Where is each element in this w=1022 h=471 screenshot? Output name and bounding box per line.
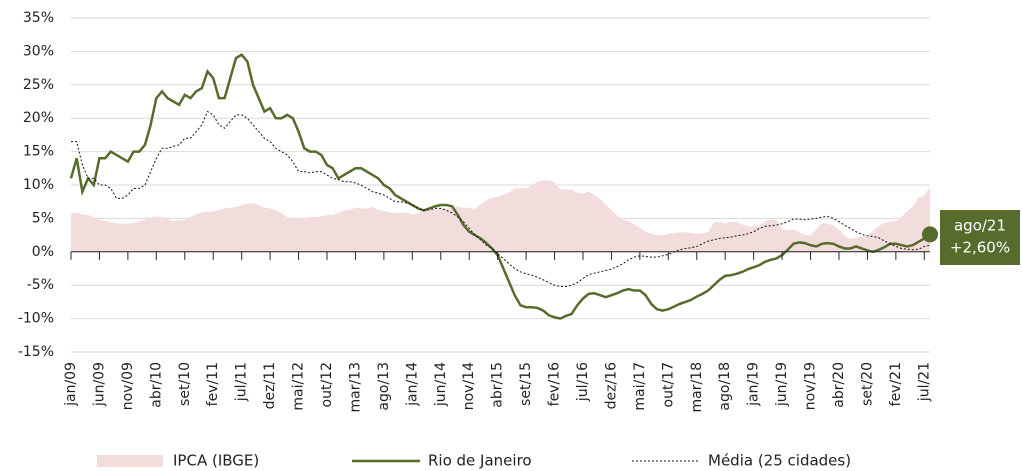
legend-label: Rio de Janeiro xyxy=(428,452,532,470)
x-tick-label: jul/21 xyxy=(916,362,932,402)
y-tick-label: 25% xyxy=(23,77,54,93)
x-tick-label: set/20 xyxy=(859,362,875,406)
x-tick-label: set/10 xyxy=(177,362,193,406)
x-tick-label: dez/11 xyxy=(262,362,278,409)
y-tick-label: 30% xyxy=(23,43,54,59)
legend-label: Média (25 cidades) xyxy=(708,452,851,470)
x-tick-label: abr/20 xyxy=(831,362,847,408)
y-tick-label: 10% xyxy=(23,177,54,193)
annotation-box xyxy=(940,210,1020,265)
annotation-value: +2,60% xyxy=(950,239,1010,257)
x-tick-label: out/17 xyxy=(660,362,676,407)
x-tick-label: dez/16 xyxy=(603,362,619,409)
x-tick-label: mai/12 xyxy=(291,362,307,411)
end-dot xyxy=(922,226,938,243)
legend-label: IPCA (IBGE) xyxy=(173,452,259,470)
y-tick-label: 20% xyxy=(23,110,54,126)
x-tick-label: set/15 xyxy=(518,362,534,406)
x-tick-label: ago/18 xyxy=(717,362,733,411)
x-tick-label: jun/14 xyxy=(433,362,449,407)
y-tick-label: 5% xyxy=(32,210,54,226)
legend-swatch xyxy=(97,455,163,467)
x-tick-label: jul/11 xyxy=(234,362,250,402)
y-tick-label: -10% xyxy=(18,311,54,327)
x-tick-label: jan/19 xyxy=(746,362,762,407)
x-tick-label: mai/17 xyxy=(632,362,648,411)
x-tick-label: fev/16 xyxy=(547,362,563,406)
x-tick-label: abr/10 xyxy=(148,362,164,408)
x-tick-label: nov/19 xyxy=(803,362,819,410)
y-tick-label: 15% xyxy=(23,144,54,160)
x-tick-label: out/12 xyxy=(319,362,335,407)
y-tick-label: 35% xyxy=(23,10,54,26)
x-tick-label: jan/09 xyxy=(63,362,79,407)
y-tick-label: 0% xyxy=(32,244,54,260)
x-tick-label: nov/14 xyxy=(461,362,477,410)
x-tick-label: jun/09 xyxy=(91,362,107,407)
x-tick-label: jul/16 xyxy=(575,362,591,402)
x-tick-label: jan/14 xyxy=(404,362,420,407)
x-tick-label: ago/13 xyxy=(376,362,392,411)
line xyxy=(71,110,931,288)
x-tick-label: mar/13 xyxy=(347,362,363,413)
x-tick-label: jun/19 xyxy=(774,362,790,407)
x-tick-label: fev/11 xyxy=(205,362,221,406)
area xyxy=(71,180,930,252)
x-tick-label: abr/15 xyxy=(490,362,506,408)
annotation-date: ago/21 xyxy=(954,217,1006,235)
y-tick-label: -5% xyxy=(27,277,54,293)
x-tick-label: nov/09 xyxy=(120,362,136,410)
x-tick-label: mar/18 xyxy=(689,362,705,413)
line xyxy=(69,53,931,320)
x-tick-label: fev/21 xyxy=(888,362,904,406)
y-tick-label: -15% xyxy=(18,344,54,360)
